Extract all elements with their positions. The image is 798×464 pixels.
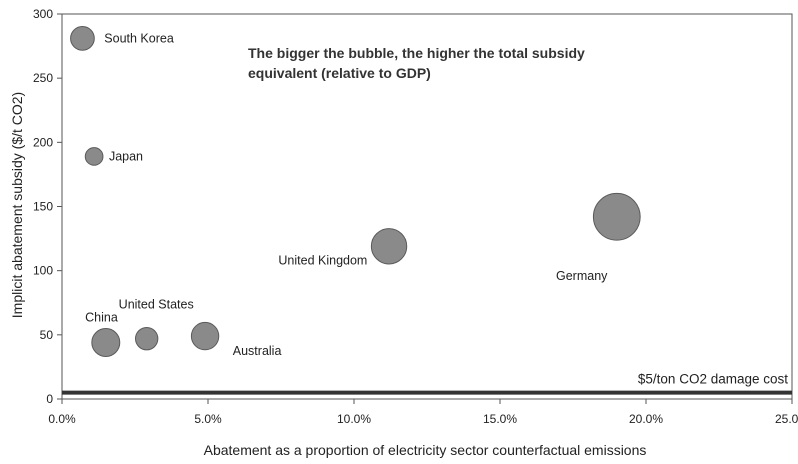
bubble-japan <box>84 147 104 166</box>
x-tick-label: 20.0% <box>629 412 663 426</box>
bubble-south-korea <box>70 26 95 51</box>
x-axis: 0.0% 5.0% 10.0% 15.0% 20.0% 25.0% <box>48 399 798 426</box>
y-tick-label: 250 <box>33 71 53 85</box>
x-axis-title: Abatement as a proportion of electricity… <box>204 442 647 458</box>
bubble-united-kingdom <box>370 228 408 265</box>
label-china: China <box>85 311 118 325</box>
y-tick-label: 0 <box>46 392 53 406</box>
label-united-states: United States <box>119 298 194 312</box>
bubble-china <box>91 328 121 358</box>
y-tick-label: 100 <box>33 264 53 278</box>
reference-line-label: $5/ton CO2 damage cost <box>638 372 788 387</box>
y-axis: 0 50 100 150 200 250 300 <box>33 7 62 406</box>
annotation-line-2: equivalent (relative to GDP) <box>248 65 431 81</box>
x-tick-label: 10.0% <box>337 412 371 426</box>
label-australia: Australia <box>233 344 282 358</box>
y-tick-label: 50 <box>40 328 54 342</box>
x-tick-label: 15.0% <box>483 412 517 426</box>
x-tick-label: 0.0% <box>48 412 76 426</box>
bubble-australia <box>190 321 220 351</box>
label-south-korea: South Korea <box>104 31 174 45</box>
bubble-germany <box>592 192 641 241</box>
x-tick-label: 25.0% <box>775 412 798 426</box>
y-axis-title: Implicit abatement subsidy ($/t CO2) <box>9 92 25 318</box>
reference-line-group: $5/ton CO2 damage cost <box>62 372 792 395</box>
annotation-line-1: The bigger the bubble, the higher the to… <box>248 45 585 61</box>
label-united-kingdom: United Kingdom <box>278 253 367 267</box>
bubbles <box>70 26 641 358</box>
y-tick-label: 300 <box>33 7 53 21</box>
label-germany: Germany <box>556 269 608 283</box>
y-tick-label: 150 <box>33 200 53 214</box>
label-japan: Japan <box>109 149 143 163</box>
x-tick-label: 5.0% <box>194 412 222 426</box>
bubble-united-states <box>134 327 159 351</box>
y-tick-label: 200 <box>33 135 53 149</box>
